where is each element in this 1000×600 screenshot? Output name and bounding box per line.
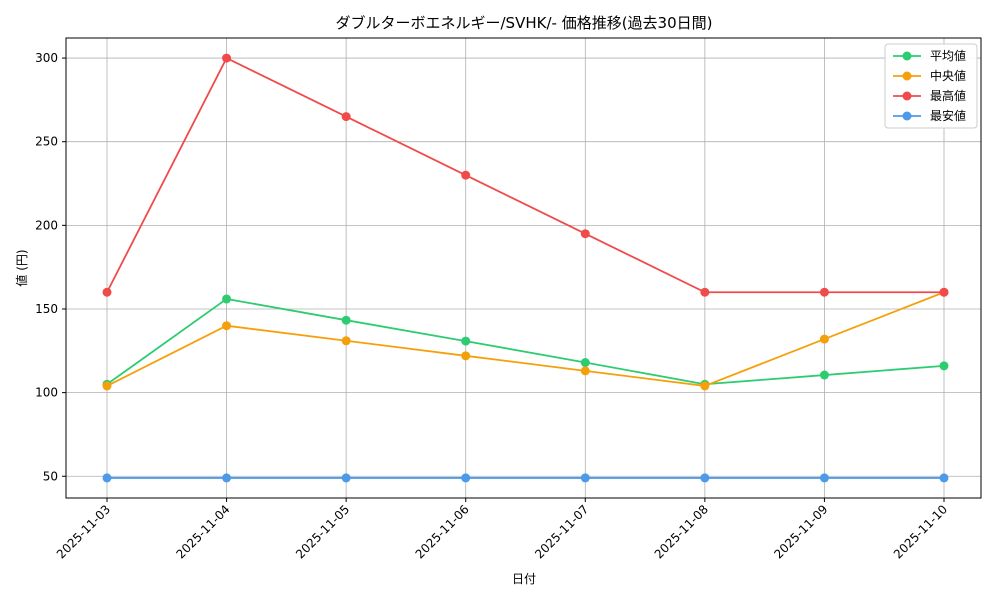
chart-title: ダブルターボエネルギー/SVHK/- 価格推移(過去30日間): [336, 14, 713, 32]
legend-label: 最高値: [930, 88, 966, 103]
y-axis-ticks: 50 100 150 200 250 300: [35, 51, 66, 483]
x-tick-label: 2025-11-07: [532, 502, 591, 561]
legend-label: 中央値: [930, 68, 966, 83]
data-point: [222, 321, 232, 331]
y-tick-label: 200: [35, 218, 58, 232]
legend-swatch-marker: [902, 111, 912, 121]
x-tick-label: 2025-11-09: [771, 502, 830, 561]
grid-lines: [66, 38, 981, 498]
series-path: [106, 291, 945, 387]
legend-swatch-marker: [902, 91, 912, 101]
data-point: [102, 381, 112, 391]
data-point: [222, 53, 232, 63]
x-axis-ticks: 2025-11-03 2025-11-04 2025-11-05 2025-11-06…: [54, 498, 950, 561]
y-axis-label: 値 (円): [14, 249, 29, 286]
data-point: [819, 287, 829, 297]
data-point: [222, 294, 232, 304]
legend-swatch-marker: [902, 51, 912, 61]
legend-label: 最安値: [930, 108, 966, 123]
series-line: [102, 53, 949, 297]
data-point: [341, 315, 351, 325]
x-axis-label: 日付: [512, 572, 536, 586]
data-point: [461, 336, 471, 346]
y-tick-label: 250: [35, 135, 58, 149]
series-path: [106, 56, 944, 294]
data-point: [939, 361, 949, 371]
x-tick-label: 2025-11-04: [173, 502, 232, 561]
legend-label: 平均値: [930, 48, 966, 63]
data-point: [461, 473, 471, 483]
x-tick-label: 2025-11-08: [652, 502, 711, 561]
y-tick-label: 100: [35, 386, 58, 400]
plot-area-frame: [65, 37, 982, 499]
x-tick-label: 2025-11-10: [891, 502, 950, 561]
legend-item: 中央値: [893, 68, 966, 83]
data-point: [819, 370, 829, 380]
data-point: [939, 473, 949, 483]
data-point: [222, 473, 232, 483]
y-tick-label: 150: [35, 302, 58, 316]
data-point: [580, 473, 590, 483]
data-point: [939, 287, 949, 297]
data-point: [341, 336, 351, 346]
data-point: [819, 473, 829, 483]
data-point: [580, 366, 590, 376]
x-tick-label: 2025-11-05: [293, 502, 352, 561]
legend-item: 平均値: [893, 48, 966, 63]
data-point: [700, 381, 710, 391]
y-tick-label: 50: [43, 469, 58, 483]
data-point: [341, 473, 351, 483]
legend-box: [884, 43, 978, 129]
legend-item: 最高値: [893, 88, 966, 103]
data-point: [580, 229, 590, 239]
data-point: [102, 473, 112, 483]
data-point: [341, 112, 351, 122]
data-point: [700, 287, 710, 297]
legend-item: 最安値: [893, 108, 966, 123]
series-path: [106, 297, 945, 386]
data-point: [700, 473, 710, 483]
data-point: [580, 358, 590, 368]
data-point: [819, 334, 829, 344]
series-line: [102, 473, 949, 483]
data-point: [102, 287, 112, 297]
x-tick-label: 2025-11-06: [413, 502, 472, 561]
data-point: [461, 351, 471, 361]
x-tick-label: 2025-11-03: [54, 502, 113, 561]
y-tick-label: 300: [35, 51, 58, 65]
legend-swatch-marker: [902, 71, 912, 81]
data-point: [461, 170, 471, 180]
series-layer: [102, 53, 949, 483]
